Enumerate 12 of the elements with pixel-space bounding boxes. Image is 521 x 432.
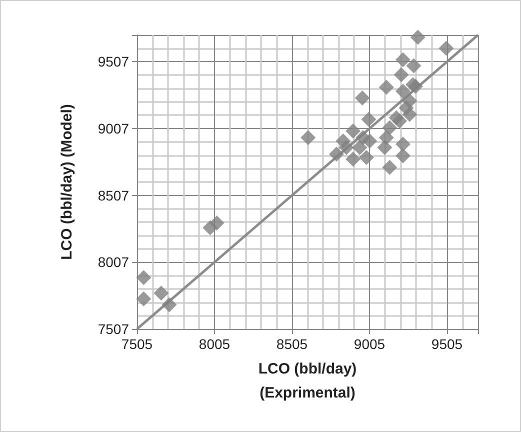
y-axis-title: LCO (bbl/day) (Model): [58, 104, 76, 260]
x-tick-label: 9505: [431, 336, 463, 352]
x-tick-label: 8005: [198, 336, 230, 352]
y-tick-label: 8507: [98, 187, 130, 204]
y-tick-label: 7507: [98, 321, 130, 337]
y-tick-label: 9507: [98, 54, 130, 70]
y-tick-label: 9007: [98, 120, 130, 137]
x-tick-label: 8505: [276, 336, 308, 352]
x-tick-label: 7505: [121, 336, 153, 352]
y-tick-label: 8007: [98, 254, 130, 270]
x-tick-label: 9005: [354, 336, 386, 352]
x-axis-title: LCO (bbl/day) (Exprimental): [258, 360, 357, 402]
